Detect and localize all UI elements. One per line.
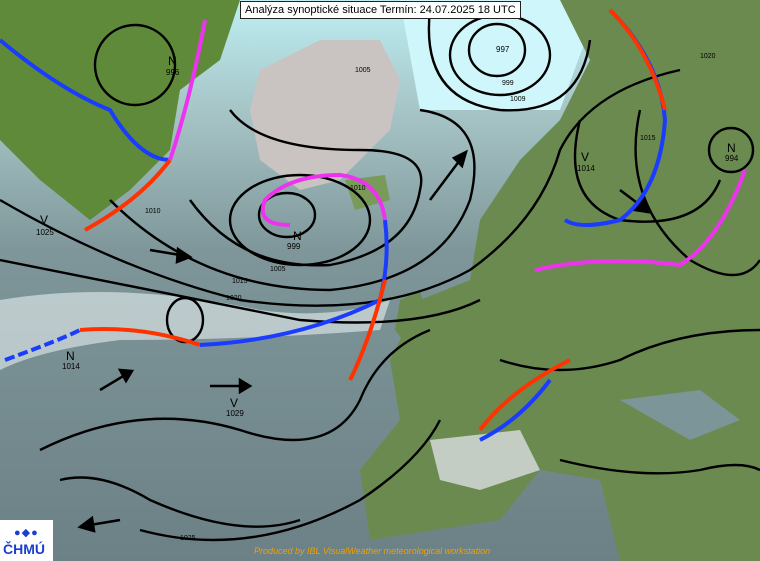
- center-type: N: [727, 141, 736, 155]
- fronts: [0, 8, 747, 442]
- cold-front: [479, 378, 552, 442]
- credit-text: Produced by IBL VisualWeather meteorolog…: [254, 546, 491, 556]
- isobar-label: 1020: [700, 53, 716, 60]
- center-type: V: [40, 213, 48, 227]
- pressure-centers: V 1025 N 1014 V 1029 N 999 V 1014 N 994 …: [36, 45, 739, 418]
- occluded-front: [534, 169, 747, 272]
- isobar-label: 1010: [350, 185, 366, 192]
- warm-front: [608, 8, 667, 111]
- occluded-front: [260, 172, 387, 227]
- map-title: Analýza synoptické situace Termín: 24.07…: [240, 1, 521, 19]
- isobar-label: 999: [502, 80, 514, 87]
- warm-front: [79, 327, 201, 347]
- isobar-label: 1025: [180, 535, 196, 542]
- center-value: 997: [496, 45, 510, 54]
- cold-front: [4, 328, 81, 362]
- occluded-front: [168, 19, 207, 161]
- center-type: N: [293, 229, 302, 243]
- black-sea: [620, 390, 740, 440]
- center-value: 999: [287, 242, 301, 251]
- isobar-labels: 1005 1010 1015 1020 1025 999 1009 1005 1…: [145, 53, 716, 542]
- logo-text: ČHMÚ: [3, 541, 45, 557]
- warm-front: [348, 279, 387, 381]
- center-value: 994: [725, 154, 739, 163]
- land-north-america: [0, 0, 240, 220]
- cold-front: [0, 38, 171, 162]
- isobar-label: 1010: [145, 208, 161, 215]
- center-value: 1025: [36, 228, 54, 237]
- warm-front: [478, 358, 571, 432]
- center-type: V: [230, 396, 238, 410]
- center-value: 1014: [577, 164, 595, 173]
- center-value: 1014: [62, 362, 80, 371]
- center-type: N: [168, 54, 177, 68]
- land-greenland: [250, 40, 400, 190]
- isobars: [0, 9, 760, 542]
- isobar-label: 1015: [640, 135, 656, 142]
- cloud-band-atlantic: [0, 292, 390, 370]
- isobar-label: 1015: [232, 278, 248, 285]
- isobar-label: 1009: [510, 96, 526, 103]
- cold-front: [199, 219, 389, 347]
- isobar-label: 1005: [355, 67, 371, 74]
- warm-front: [84, 158, 172, 232]
- isobar-label: 1020: [226, 295, 242, 302]
- chmu-logo: ●◆● ČHMÚ: [0, 520, 53, 561]
- isobar-label: 1005: [270, 266, 286, 273]
- center-type: V: [581, 150, 589, 164]
- center-value: 996: [166, 68, 180, 77]
- arctic-ice: [400, 0, 600, 110]
- cloud-mediterranean: [430, 430, 540, 490]
- center-value: 1029: [226, 409, 244, 418]
- logo-mark-icon: ●◆●: [14, 527, 39, 539]
- center-type: N: [66, 349, 75, 363]
